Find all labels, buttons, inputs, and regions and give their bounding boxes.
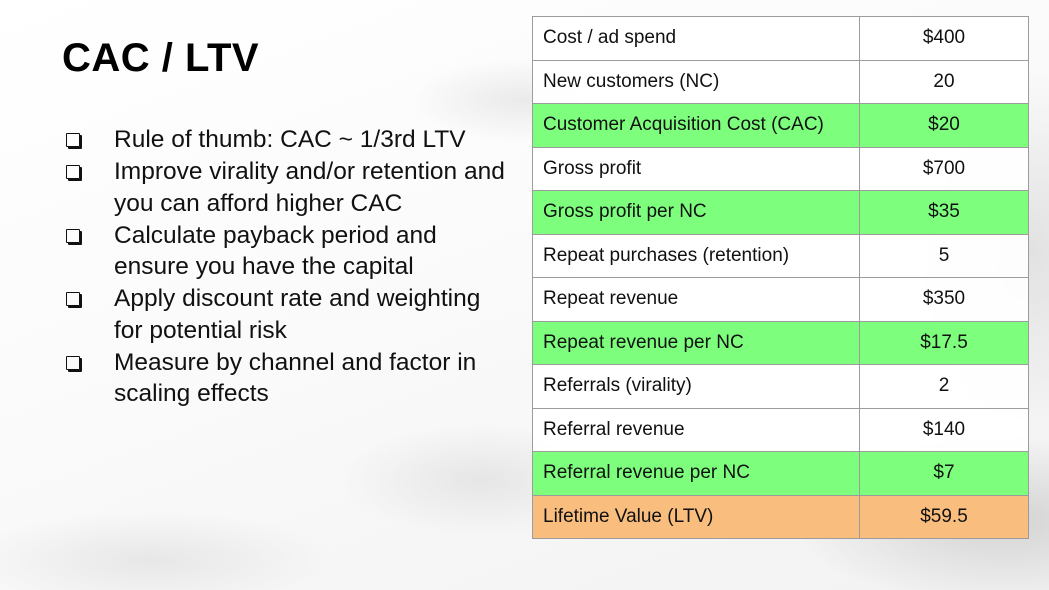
table-row: Referrals (virality) 2 <box>532 364 1029 409</box>
table-row: Repeat revenue per NC $17.5 <box>532 320 1029 365</box>
row-value: 20 <box>859 59 1029 104</box>
cac-ltv-table: Cost / ad spend $400 New customers (NC) … <box>532 16 1029 539</box>
row-label: Repeat purchases (retention) <box>532 233 860 278</box>
checkbox-bullet-icon <box>66 228 80 243</box>
table-row: Referral revenue per NC $7 <box>532 451 1029 496</box>
row-value: 2 <box>859 364 1029 409</box>
row-value: $20 <box>859 103 1029 148</box>
row-label: Referral revenue <box>532 407 860 452</box>
bullet-item: Calculate payback period and ensure you … <box>66 220 511 283</box>
row-label: New customers (NC) <box>532 59 860 104</box>
row-label: Repeat revenue <box>532 277 860 322</box>
row-label: Gross profit <box>532 146 860 191</box>
row-value: $17.5 <box>859 320 1029 365</box>
bullet-item: Apply discount rate and weighting for po… <box>66 283 511 346</box>
row-value: $59.5 <box>859 494 1029 539</box>
table-row: Gross profit $700 <box>532 146 1029 191</box>
row-value: $700 <box>859 146 1029 191</box>
table-row: New customers (NC) 20 <box>532 59 1029 104</box>
row-label: Cost / ad spend <box>532 16 860 61</box>
table-row: Repeat revenue $350 <box>532 277 1029 322</box>
bullet-text: Improve virality and/or retention and yo… <box>114 158 505 217</box>
bullet-text: Rule of thumb: CAC ~ 1/3rd LTV <box>114 126 466 153</box>
row-value: $7 <box>859 451 1029 496</box>
bullet-item: Improve virality and/or retention and yo… <box>66 156 511 219</box>
row-label: Lifetime Value (LTV) <box>532 494 860 539</box>
bullet-item: Measure by channel and factor in scaling… <box>66 347 511 410</box>
table-row: Referral revenue $140 <box>532 407 1029 452</box>
checkbox-bullet-icon <box>66 292 80 306</box>
table-row: Customer Acquisition Cost (CAC) $20 <box>532 103 1029 148</box>
bullet-text: Measure by channel and factor in scaling… <box>114 348 477 408</box>
table-row: Cost / ad spend $400 <box>532 16 1029 61</box>
row-label: Referral revenue per NC <box>532 451 860 496</box>
row-value: $350 <box>859 277 1029 322</box>
row-label: Gross profit per NC <box>532 190 860 235</box>
checkbox-bullet-icon <box>66 133 80 147</box>
bullet-text: Calculate payback period and ensure you … <box>114 221 437 281</box>
bullet-text: Apply discount rate and weighting for po… <box>114 285 481 344</box>
row-value: $35 <box>859 190 1029 235</box>
slide-title: CAC / LTV <box>62 36 260 80</box>
table-row: Repeat purchases (retention) 5 <box>532 233 1029 278</box>
row-value: $140 <box>859 407 1029 452</box>
row-value: $400 <box>859 16 1029 61</box>
row-value: 5 <box>859 233 1029 278</box>
row-label: Referrals (virality) <box>532 364 860 409</box>
checkbox-bullet-icon <box>66 355 80 370</box>
row-label: Customer Acquisition Cost (CAC) <box>532 103 860 148</box>
table-row: Lifetime Value (LTV) $59.5 <box>532 494 1029 539</box>
checkbox-bullet-icon <box>66 165 80 179</box>
bullet-item: Rule of thumb: CAC ~ 1/3rd LTV <box>66 124 511 156</box>
bullet-list: Rule of thumb: CAC ~ 1/3rd LTV Improve v… <box>66 124 511 410</box>
table-row: Gross profit per NC $35 <box>532 190 1029 235</box>
row-label: Repeat revenue per NC <box>532 320 860 365</box>
